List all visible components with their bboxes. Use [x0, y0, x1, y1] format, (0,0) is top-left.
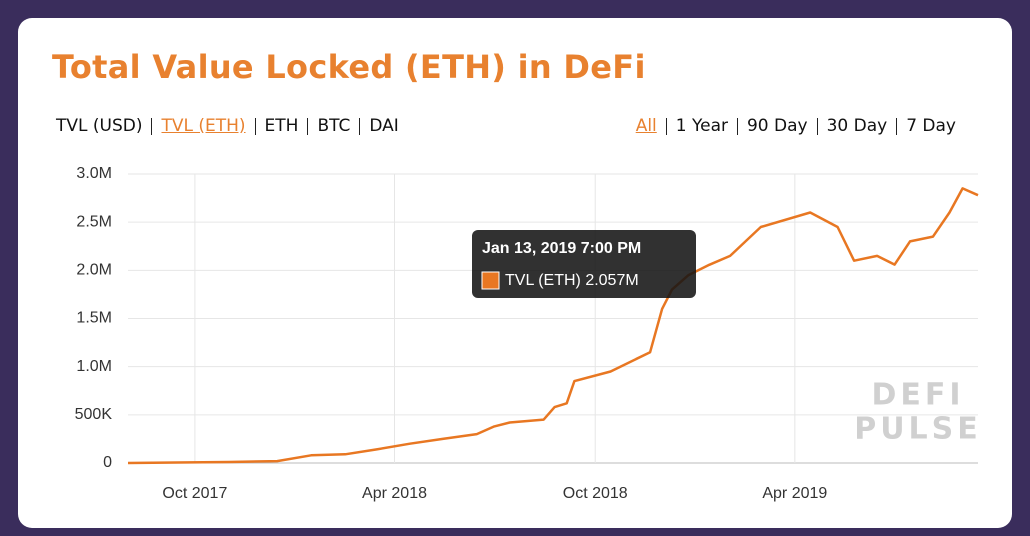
- x-tick-label: Oct 2018: [563, 485, 628, 502]
- y-tick-label: 3.0M: [76, 165, 112, 182]
- tab[interactable]: 90 Day: [746, 116, 808, 136]
- watermark: DEFI: [871, 378, 964, 413]
- tooltip-number: 2.057M: [585, 272, 638, 289]
- title: Total Value Locked (ETH) in DeFi: [52, 48, 646, 86]
- watermark: PULSE: [854, 412, 982, 447]
- y-tick-label: 2.0M: [76, 262, 112, 279]
- separator: [665, 117, 667, 135]
- card: Total Value Locked (ETH) in DeFi TVL (US…: [18, 18, 1012, 528]
- tab[interactable]: 7 Day: [906, 116, 956, 136]
- separator: [307, 117, 309, 135]
- y-tick-label: 2.5M: [76, 213, 112, 230]
- y-tick-label: 500K: [75, 406, 113, 423]
- tab[interactable]: ETH: [264, 116, 299, 136]
- tooltip: Jan 13, 2019 7:00 PM TVL (ETH) 2.057M: [472, 230, 696, 298]
- tooltip-box: [472, 230, 696, 298]
- tab[interactable]: DAI: [369, 116, 399, 136]
- tooltip-series: TVL (ETH): [505, 272, 581, 289]
- separator: [736, 117, 738, 135]
- tab[interactable]: TVL (ETH): [161, 116, 246, 136]
- separator: [359, 117, 361, 135]
- separator: [254, 117, 256, 135]
- y-tick-label: 1.0M: [76, 358, 112, 375]
- tooltip-swatch: [481, 271, 500, 290]
- tab[interactable]: 30 Day: [826, 116, 888, 136]
- x-tick-label: Apr 2019: [762, 485, 827, 502]
- y-tick-label: 1.5M: [76, 310, 112, 327]
- tab[interactable]: TVL (USD): [56, 116, 143, 136]
- tab[interactable]: All: [635, 116, 657, 136]
- separator: [816, 117, 818, 135]
- line: [127, 187, 979, 465]
- range-tabs: All 1 Year 90 Day 30 Day 7 Day: [636, 116, 956, 136]
- x-tick-label: Apr 2018: [362, 485, 427, 502]
- tooltip-value: TVL (ETH) 2.057M: [505, 272, 639, 289]
- tab[interactable]: 1 Year: [675, 116, 728, 136]
- tooltip-date: Jan 13, 2019 7:00 PM: [482, 240, 641, 257]
- tab[interactable]: BTC: [317, 116, 351, 136]
- separator: [896, 117, 898, 135]
- chart: 0 500K 1.0M 1.5M 2.0M 2.5M 3.0M Oct 2017 Apr 201…: [75, 165, 982, 502]
- x-tick-label: Oct 2017: [162, 485, 227, 502]
- separator: [151, 117, 153, 135]
- y-tick-label: 0: [103, 454, 112, 471]
- metric-tabs: TVL (USD) TVL (ETH) ETH BTC DAI: [56, 116, 399, 136]
